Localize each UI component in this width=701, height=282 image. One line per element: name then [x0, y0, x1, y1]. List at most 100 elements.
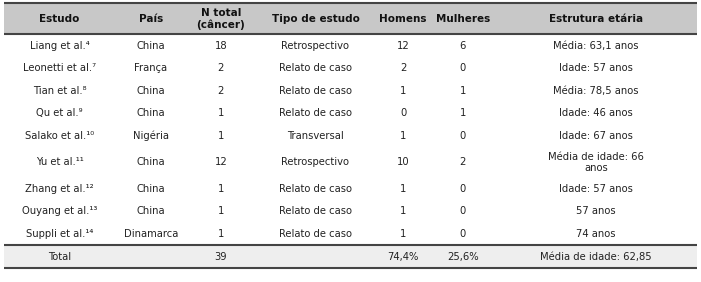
- Text: Total: Total: [48, 252, 71, 262]
- Text: China: China: [137, 184, 165, 194]
- Text: Salako et al.¹⁰: Salako et al.¹⁰: [25, 131, 94, 141]
- Bar: [431, 3, 494, 34]
- Text: 1: 1: [400, 206, 407, 217]
- Bar: [256, 245, 375, 268]
- Bar: [494, 80, 697, 102]
- Bar: [186, 102, 256, 125]
- Text: Leonetti et al.⁷: Leonetti et al.⁷: [23, 63, 96, 73]
- Bar: [431, 102, 494, 125]
- Bar: [4, 125, 116, 147]
- Bar: [431, 80, 494, 102]
- Text: Transversal: Transversal: [287, 131, 343, 141]
- Bar: [186, 223, 256, 245]
- Bar: [256, 223, 375, 245]
- Text: Idade: 57 anos: Idade: 57 anos: [559, 63, 633, 73]
- Bar: [186, 34, 256, 57]
- Text: 1: 1: [400, 131, 407, 141]
- Bar: [4, 3, 116, 34]
- Text: Relato de caso: Relato de caso: [279, 184, 352, 194]
- Text: 0: 0: [460, 184, 465, 194]
- Text: Relato de caso: Relato de caso: [279, 206, 352, 217]
- Bar: [431, 178, 494, 200]
- Bar: [4, 200, 116, 223]
- Text: Zhang et al.¹²: Zhang et al.¹²: [25, 184, 94, 194]
- Bar: [116, 245, 186, 268]
- Text: 74,4%: 74,4%: [388, 252, 418, 262]
- Text: Relato de caso: Relato de caso: [279, 86, 352, 96]
- Text: França: França: [134, 63, 168, 73]
- Bar: [116, 125, 186, 147]
- Text: Retrospectivo: Retrospectivo: [281, 157, 350, 168]
- Bar: [4, 223, 116, 245]
- Text: Qu et al.⁹: Qu et al.⁹: [36, 109, 83, 118]
- Text: Mulheres: Mulheres: [435, 14, 490, 24]
- Bar: [116, 223, 186, 245]
- Bar: [256, 125, 375, 147]
- Bar: [256, 57, 375, 80]
- Bar: [186, 178, 256, 200]
- Text: 1: 1: [459, 86, 466, 96]
- Bar: [186, 57, 256, 80]
- Text: China: China: [137, 86, 165, 96]
- Bar: [494, 125, 697, 147]
- Text: Estrutura etária: Estrutura etária: [549, 14, 643, 24]
- Text: Liang et al.⁴: Liang et al.⁴: [29, 41, 90, 51]
- Text: 1: 1: [217, 109, 224, 118]
- Text: 2: 2: [400, 63, 407, 73]
- Bar: [116, 178, 186, 200]
- Text: Relato de caso: Relato de caso: [279, 229, 352, 239]
- Bar: [116, 80, 186, 102]
- Text: Homens: Homens: [379, 14, 427, 24]
- Bar: [116, 147, 186, 178]
- Text: Estudo: Estudo: [39, 14, 80, 24]
- Bar: [494, 223, 697, 245]
- Text: 0: 0: [460, 229, 465, 239]
- Bar: [4, 147, 116, 178]
- Bar: [375, 178, 431, 200]
- Text: Nigéria: Nigéria: [132, 131, 169, 141]
- Text: 1: 1: [459, 109, 466, 118]
- Text: China: China: [137, 157, 165, 168]
- Text: Média: 63,1 anos: Média: 63,1 anos: [553, 41, 639, 51]
- Bar: [431, 147, 494, 178]
- Bar: [186, 80, 256, 102]
- Bar: [116, 34, 186, 57]
- Text: Relato de caso: Relato de caso: [279, 63, 352, 73]
- Bar: [431, 34, 494, 57]
- Bar: [256, 34, 375, 57]
- Text: 1: 1: [217, 131, 224, 141]
- Bar: [256, 102, 375, 125]
- Bar: [116, 57, 186, 80]
- Bar: [4, 245, 116, 268]
- Text: Idade: 57 anos: Idade: 57 anos: [559, 184, 633, 194]
- Text: 1: 1: [217, 229, 224, 239]
- Text: 1: 1: [400, 86, 407, 96]
- Bar: [186, 147, 256, 178]
- Text: 0: 0: [460, 206, 465, 217]
- Text: Ouyang et al.¹³: Ouyang et al.¹³: [22, 206, 97, 217]
- Bar: [256, 3, 375, 34]
- Text: China: China: [137, 109, 165, 118]
- Text: China: China: [137, 206, 165, 217]
- Text: Yu et al.¹¹: Yu et al.¹¹: [36, 157, 83, 168]
- Text: 6: 6: [459, 41, 466, 51]
- Text: 1: 1: [217, 206, 224, 217]
- Text: 2: 2: [217, 63, 224, 73]
- Text: Idade: 46 anos: Idade: 46 anos: [559, 109, 633, 118]
- Bar: [431, 200, 494, 223]
- Bar: [431, 125, 494, 147]
- Bar: [375, 223, 431, 245]
- Bar: [494, 102, 697, 125]
- Text: Tian et al.⁸: Tian et al.⁸: [33, 86, 86, 96]
- Text: 74 anos: 74 anos: [576, 229, 615, 239]
- Text: Idade: 67 anos: Idade: 67 anos: [559, 131, 633, 141]
- Text: Relato de caso: Relato de caso: [279, 109, 352, 118]
- Text: Tipo de estudo: Tipo de estudo: [271, 14, 360, 24]
- Text: Suppli et al.¹⁴: Suppli et al.¹⁴: [26, 229, 93, 239]
- Bar: [375, 200, 431, 223]
- Text: 1: 1: [400, 184, 407, 194]
- Bar: [375, 102, 431, 125]
- Bar: [116, 200, 186, 223]
- Bar: [256, 147, 375, 178]
- Bar: [494, 178, 697, 200]
